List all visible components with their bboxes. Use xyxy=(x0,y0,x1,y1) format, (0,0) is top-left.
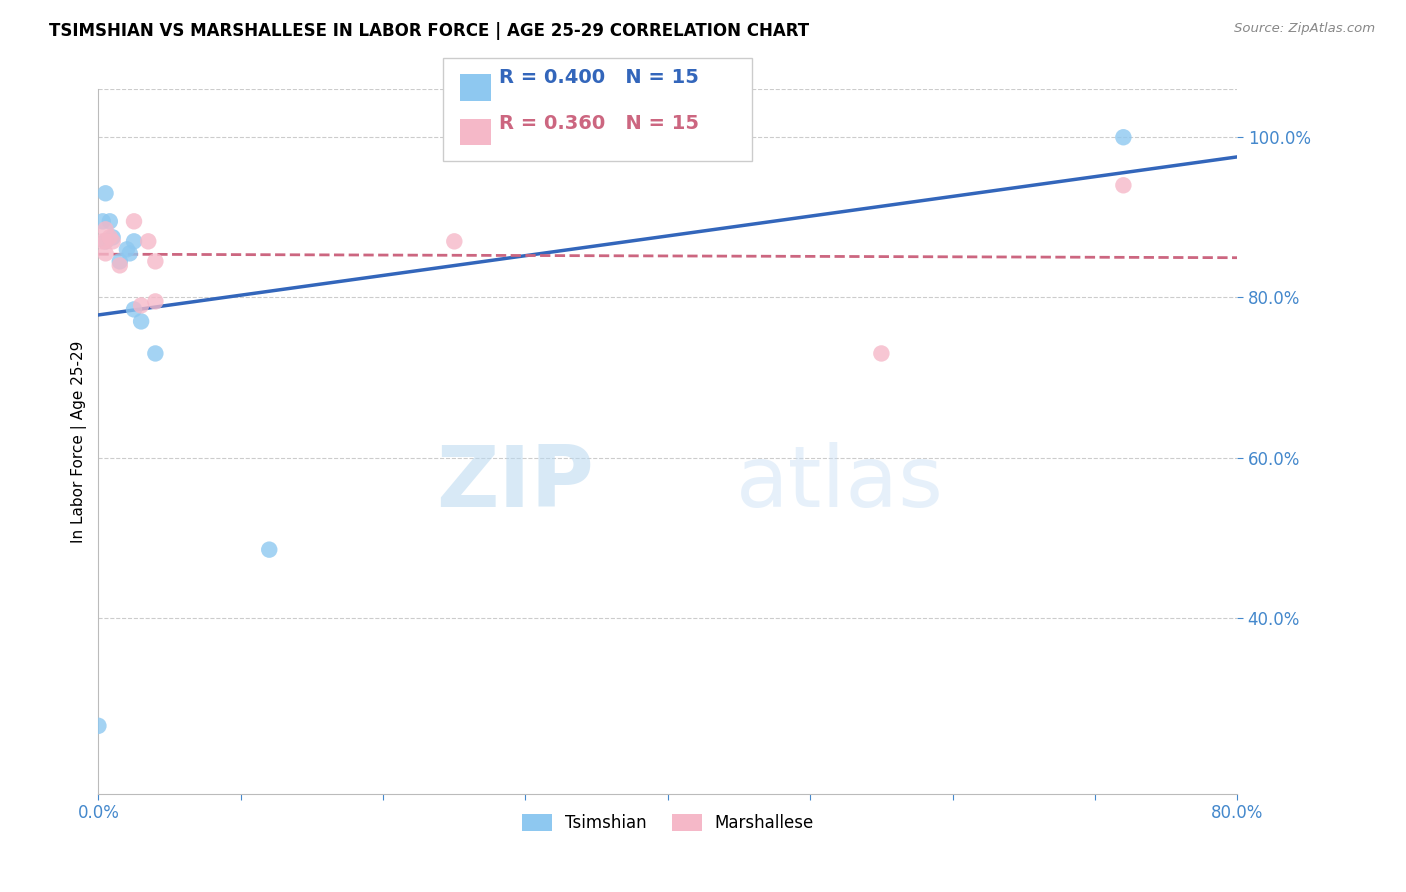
Point xyxy=(94,186,117,201)
Point xyxy=(136,235,159,249)
Text: R = 0.400   N = 15: R = 0.400 N = 15 xyxy=(499,68,699,87)
Point xyxy=(145,254,167,268)
Point xyxy=(94,235,117,249)
Point xyxy=(443,235,465,249)
Point xyxy=(129,298,152,312)
Text: Source: ZipAtlas.com: Source: ZipAtlas.com xyxy=(1234,22,1375,36)
Point xyxy=(122,214,145,228)
Point xyxy=(87,719,110,733)
Point xyxy=(122,235,145,249)
Point xyxy=(129,314,152,328)
Point xyxy=(145,294,167,309)
Point xyxy=(108,259,131,273)
Point xyxy=(122,302,145,317)
Point xyxy=(94,222,117,236)
Point xyxy=(259,542,281,557)
Point xyxy=(1112,130,1135,145)
Text: ZIP: ZIP xyxy=(436,442,593,525)
Text: atlas: atlas xyxy=(737,442,945,525)
Text: R = 0.360   N = 15: R = 0.360 N = 15 xyxy=(499,114,699,134)
Point xyxy=(91,235,114,249)
Point xyxy=(91,214,114,228)
Legend: Tsimshian, Marshallese: Tsimshian, Marshallese xyxy=(515,807,821,838)
Y-axis label: In Labor Force | Age 25-29: In Labor Force | Age 25-29 xyxy=(72,341,87,542)
Point xyxy=(94,235,117,249)
Point xyxy=(115,243,138,257)
Point xyxy=(98,214,121,228)
Point xyxy=(108,254,131,268)
Point xyxy=(145,346,167,360)
Point xyxy=(870,346,893,360)
Point xyxy=(98,230,121,244)
Point xyxy=(1112,178,1135,193)
Point xyxy=(94,246,117,260)
Point xyxy=(101,235,124,249)
Point xyxy=(101,230,124,244)
Text: TSIMSHIAN VS MARSHALLESE IN LABOR FORCE | AGE 25-29 CORRELATION CHART: TSIMSHIAN VS MARSHALLESE IN LABOR FORCE … xyxy=(49,22,810,40)
Point xyxy=(118,246,141,260)
